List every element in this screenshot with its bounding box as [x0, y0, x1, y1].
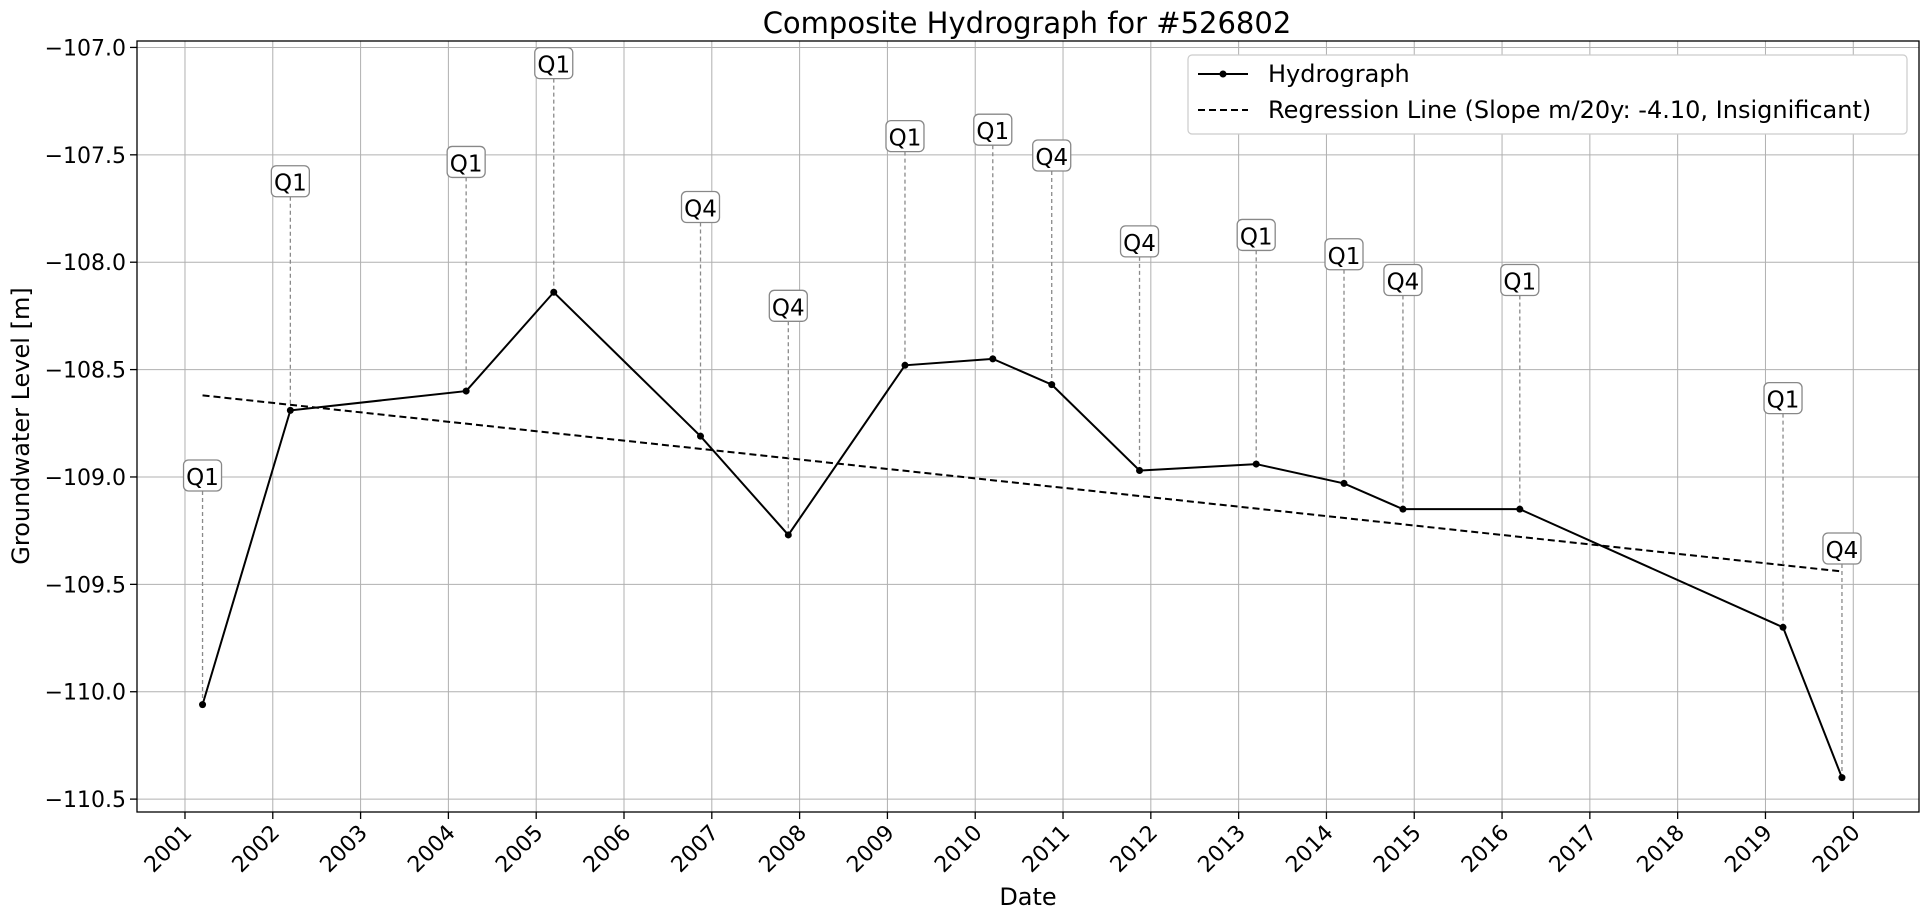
x-axis-ticks: 2001 2002 2003 2004 2005 2006 2007 2008 2009 2010… — [140, 812, 1866, 878]
quarter-label: Q4 — [1035, 145, 1068, 171]
y-tick-label: −110.0 — [45, 681, 126, 706]
y-axis-label: Groundwater Level [m] — [7, 287, 35, 564]
y-tick-label: −107.0 — [45, 36, 126, 61]
legend-regression-label: Regression Line (Slope m/20y: -4.10, Ins… — [1268, 96, 1871, 124]
y-tick-label: −108.0 — [45, 251, 126, 276]
hydrograph-point — [1136, 467, 1144, 475]
quarter-label-box — [680, 190, 721, 224]
x-tick-label: 2017 — [1545, 821, 1602, 878]
y-tick-label: −110.5 — [45, 788, 126, 813]
quarter-label-box — [1763, 382, 1803, 415]
x-tick-label: 2013 — [1194, 821, 1251, 878]
x-tick-label: 2008 — [755, 821, 812, 878]
quarter-label: Q1 — [1767, 388, 1800, 414]
quarter-label: Q1 — [537, 53, 570, 79]
quarter-label-box — [1236, 218, 1276, 252]
quarter-label-box — [1822, 532, 1862, 565]
quarter-label-box — [885, 119, 925, 153]
x-tick-label: 2018 — [1633, 821, 1690, 878]
plot-frame — [136, 40, 1920, 813]
hydrograph-point — [784, 531, 792, 539]
hydrograph-point — [1252, 460, 1260, 468]
hydrograph-point — [901, 361, 909, 369]
hydrograph-point — [1399, 505, 1407, 513]
hydrograph-point — [1779, 623, 1787, 631]
hydrograph-point — [1516, 505, 1524, 513]
x-tick-label: 2014 — [1281, 821, 1338, 878]
hydrograph-point — [462, 387, 470, 395]
y-axis-ticks: −107.0 −107.5 −108.0 −108.5 −109.0 −109.5 −110… — [45, 36, 137, 813]
quarter-label: Q4 — [1387, 270, 1420, 296]
quarter-label: Q1 — [186, 465, 219, 491]
quarter-label-box — [1032, 139, 1072, 172]
quarter-label-box — [1383, 263, 1423, 297]
quarter-label-box — [446, 145, 486, 179]
x-tick-label: 2010 — [930, 821, 987, 878]
quarter-labels: Q1 Q1 Q1 Q1 Q4 Q4 Q1 Q1 Q4 Q4 Q1 Q1 Q4 Q1 Q1 Q4 — [182, 46, 1862, 565]
quarter-label-box — [1500, 263, 1540, 297]
quarter-label: Q4 — [1123, 231, 1156, 257]
hydrograph-point — [697, 432, 705, 440]
quarter-label: Q4 — [772, 295, 805, 321]
quarter-label-box — [182, 459, 223, 492]
hydrograph-point — [989, 355, 997, 363]
x-tick-label: 2003 — [316, 821, 373, 878]
quarter-label-box — [973, 113, 1013, 146]
x-tick-label: 2007 — [667, 821, 724, 878]
hydrograph-point — [1838, 774, 1846, 782]
legend-hydrograph-label: Hydrograph — [1268, 60, 1410, 88]
x-tick-label: 2019 — [1720, 821, 1777, 878]
x-tick-label: 2002 — [228, 821, 285, 878]
x-tick-label: 2012 — [1106, 821, 1163, 878]
x-tick-label: 2011 — [1018, 821, 1075, 878]
x-tick-label: 2015 — [1369, 821, 1426, 878]
chart-title: Composite Hydrograph for #526802 — [763, 6, 1292, 40]
x-axis-label: Date — [999, 883, 1056, 911]
hydrograph-point — [550, 288, 558, 296]
x-tick-label: 2020 — [1808, 821, 1865, 878]
hydrograph-line — [201, 290, 1843, 779]
quarter-label: Q4 — [1826, 538, 1859, 564]
quarter-label: Q4 — [684, 197, 717, 223]
quarter-label-box — [1324, 238, 1364, 271]
hydrograph-point — [286, 406, 294, 414]
y-tick-label: −109.5 — [45, 573, 126, 598]
quarter-label: Q1 — [450, 151, 483, 177]
quarter-label-box — [534, 46, 574, 80]
x-tick-label: 2009 — [842, 821, 899, 878]
legend-box — [1187, 54, 1908, 135]
hydrograph-point — [199, 701, 207, 709]
hydrograph-series — [199, 288, 1846, 782]
quarter-label: Q1 — [1503, 270, 1536, 296]
quarter-label-box — [1119, 225, 1160, 258]
annotation-stems — [201, 78, 1843, 778]
quarter-label: Q1 — [1328, 244, 1361, 270]
quarter-label-box — [270, 165, 310, 198]
quarter-label: Q1 — [1240, 224, 1273, 250]
x-tick-label: 2001 — [140, 821, 197, 878]
hydrograph-point — [1340, 479, 1348, 487]
grid — [137, 41, 1919, 812]
x-tick-label: 2006 — [579, 821, 636, 878]
x-tick-label: 2004 — [403, 821, 460, 878]
quarter-label: Q1 — [274, 171, 307, 197]
quarter-label: Q1 — [976, 119, 1009, 145]
quarter-label-box — [768, 289, 808, 322]
y-tick-label: −107.5 — [45, 144, 126, 169]
y-tick-label: −109.0 — [45, 466, 126, 491]
hydrograph-point — [1048, 381, 1056, 389]
y-tick-label: −108.5 — [45, 359, 126, 384]
legend: Hydrograph Regression Line (Slope m/20y:… — [1187, 54, 1908, 135]
x-tick-label: 2005 — [491, 821, 548, 878]
legend-hydrograph-marker — [1219, 70, 1227, 78]
x-tick-label: 2016 — [1457, 821, 1514, 878]
quarter-label: Q1 — [889, 126, 922, 152]
